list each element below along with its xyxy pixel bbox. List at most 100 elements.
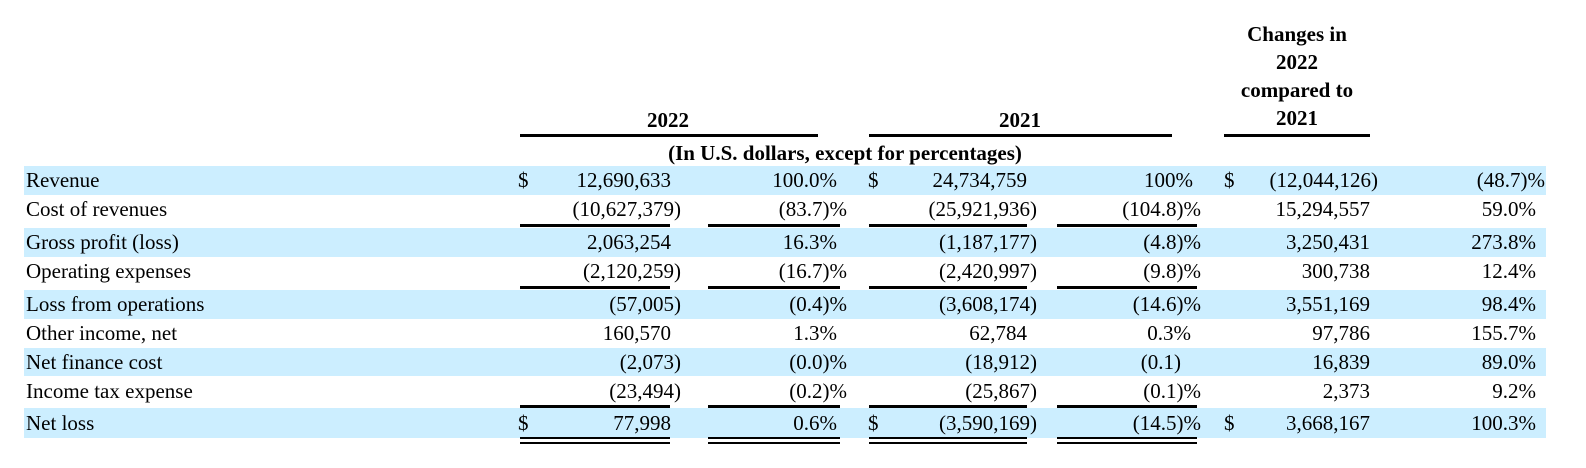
header-2021-rule: [869, 134, 1172, 137]
percent-2022: (0.2)%: [789, 379, 847, 403]
underline: [869, 286, 1027, 289]
underline: [869, 405, 1027, 408]
underline: [1057, 405, 1197, 408]
percent-2022: (0.4)%: [789, 292, 847, 316]
change-value: 2,373: [1322, 379, 1370, 403]
underline: [520, 405, 670, 408]
double-underline: [520, 437, 670, 444]
value-2021: (25,921,936): [928, 197, 1038, 221]
units-note: (In U.S. dollars, except for percentages…: [668, 141, 1022, 165]
percent-2022: 0.6%: [793, 411, 837, 435]
change-value: 15,294,557: [1275, 197, 1371, 221]
double-underline: [708, 437, 840, 444]
change-value: 3,668,167: [1286, 411, 1370, 435]
value-2022: 77,998: [613, 411, 671, 435]
value-2021: (3,590,169): [939, 411, 1037, 435]
row-label: Net finance cost: [26, 350, 163, 374]
row-label: Cost of revenues: [26, 197, 168, 221]
change-percent: 9.2%: [1492, 379, 1536, 403]
percent-2021: 100%: [1144, 168, 1193, 192]
header-changes-line2: 2022: [1276, 50, 1318, 74]
underline: [708, 224, 840, 227]
double-underline: [869, 437, 1027, 444]
change-percent: 89.0%: [1481, 350, 1536, 374]
change-percent: 100.3%: [1471, 411, 1536, 435]
percent-2022: (83.7)%: [778, 197, 847, 221]
currency-symbol: $: [868, 168, 879, 192]
value-2022: (23,494): [609, 379, 681, 403]
value-2022: (10,627,379): [572, 197, 682, 221]
double-underline: [1057, 437, 1197, 444]
row-label: Net loss: [26, 411, 95, 435]
row-label: Other income, net: [26, 321, 178, 345]
row-band-gross-profit: [24, 228, 1546, 257]
percent-2022: 100.0%: [772, 168, 837, 192]
change-value: 16,839: [1312, 350, 1370, 374]
percent-2021: (0.1): [1140, 350, 1181, 374]
change-value: 3,551,169: [1286, 292, 1370, 316]
percent-2022: 16.3%: [782, 230, 837, 254]
row-band-net-finance-cost: [24, 348, 1546, 376]
percent-2021: (0.1)%: [1143, 379, 1201, 403]
header-changes-rule: [1224, 134, 1370, 137]
header-changes-line4: 2021: [1276, 106, 1318, 130]
underline: [869, 224, 1027, 227]
percent-2022: (0.0)%: [789, 350, 847, 374]
row-band-net-loss: [24, 408, 1546, 438]
value-2022: (2,120,259): [583, 259, 681, 283]
value-2022: 2,063,254: [587, 230, 671, 254]
row-label: Revenue: [26, 168, 100, 192]
value-2022: 160,570: [602, 321, 671, 345]
currency-symbol: $: [518, 411, 529, 435]
value-2021: (18,912): [965, 350, 1037, 374]
row-band-revenue: [24, 166, 1546, 195]
underline: [520, 286, 670, 289]
change-percent: 59.0%: [1481, 197, 1536, 221]
currency-symbol: $: [1224, 411, 1235, 435]
percent-2022: (16.7)%: [778, 259, 847, 283]
change-value: 3,250,431: [1286, 230, 1370, 254]
currency-symbol: $: [1224, 168, 1235, 192]
underline: [1057, 224, 1197, 227]
value-2021: 24,734,759: [932, 168, 1028, 192]
percent-2021: 0.3%: [1147, 321, 1191, 345]
header-changes-line1: Changes in: [1247, 22, 1347, 46]
change-percent: 98.4%: [1481, 292, 1536, 316]
value-2022: (2,073): [619, 350, 681, 374]
header-2022-rule: [520, 134, 818, 137]
percent-2021: (104.8)%: [1122, 197, 1201, 221]
change-percent: (48.7)%: [1476, 168, 1545, 192]
header-changes: Changes in 2022 compared to 2021: [1224, 20, 1370, 132]
value-2021: (1,187,177): [939, 230, 1037, 254]
underline: [708, 405, 840, 408]
change-value: 97,786: [1312, 321, 1370, 345]
value-2021: 62,784: [969, 321, 1027, 345]
currency-symbol: $: [518, 168, 529, 192]
change-percent: 155.7%: [1471, 321, 1536, 345]
row-label: Operating expenses: [26, 259, 192, 283]
percent-2021: (9.8)%: [1143, 259, 1201, 283]
percent-2021: (14.6)%: [1132, 292, 1201, 316]
change-percent: 12.4%: [1481, 259, 1536, 283]
value-2021: (2,420,997): [939, 259, 1037, 283]
change-value: (12,044,126): [1269, 168, 1379, 192]
value-2022: (57,005): [609, 292, 681, 316]
underline: [520, 224, 670, 227]
percent-2021: (14.5)%: [1132, 411, 1201, 435]
row-label: Income tax expense: [26, 379, 193, 403]
underline: [1057, 286, 1197, 289]
percent-2021: (4.8)%: [1143, 230, 1201, 254]
change-percent: 273.8%: [1471, 230, 1536, 254]
value-2021: (25,867): [965, 379, 1037, 403]
row-label: Loss from operations: [26, 292, 205, 316]
row-band-loss-from-operations: [24, 290, 1546, 319]
header-2022: 2022: [647, 108, 689, 132]
change-value: 300,738: [1301, 259, 1370, 283]
value-2022: 12,690,633: [576, 168, 672, 192]
header-changes-line3: compared to: [1240, 78, 1354, 102]
value-2021: (3,608,174): [939, 292, 1037, 316]
percent-2022: 1.3%: [793, 321, 837, 345]
header-2021: 2021: [999, 108, 1041, 132]
underline: [708, 286, 840, 289]
currency-symbol: $: [868, 411, 879, 435]
